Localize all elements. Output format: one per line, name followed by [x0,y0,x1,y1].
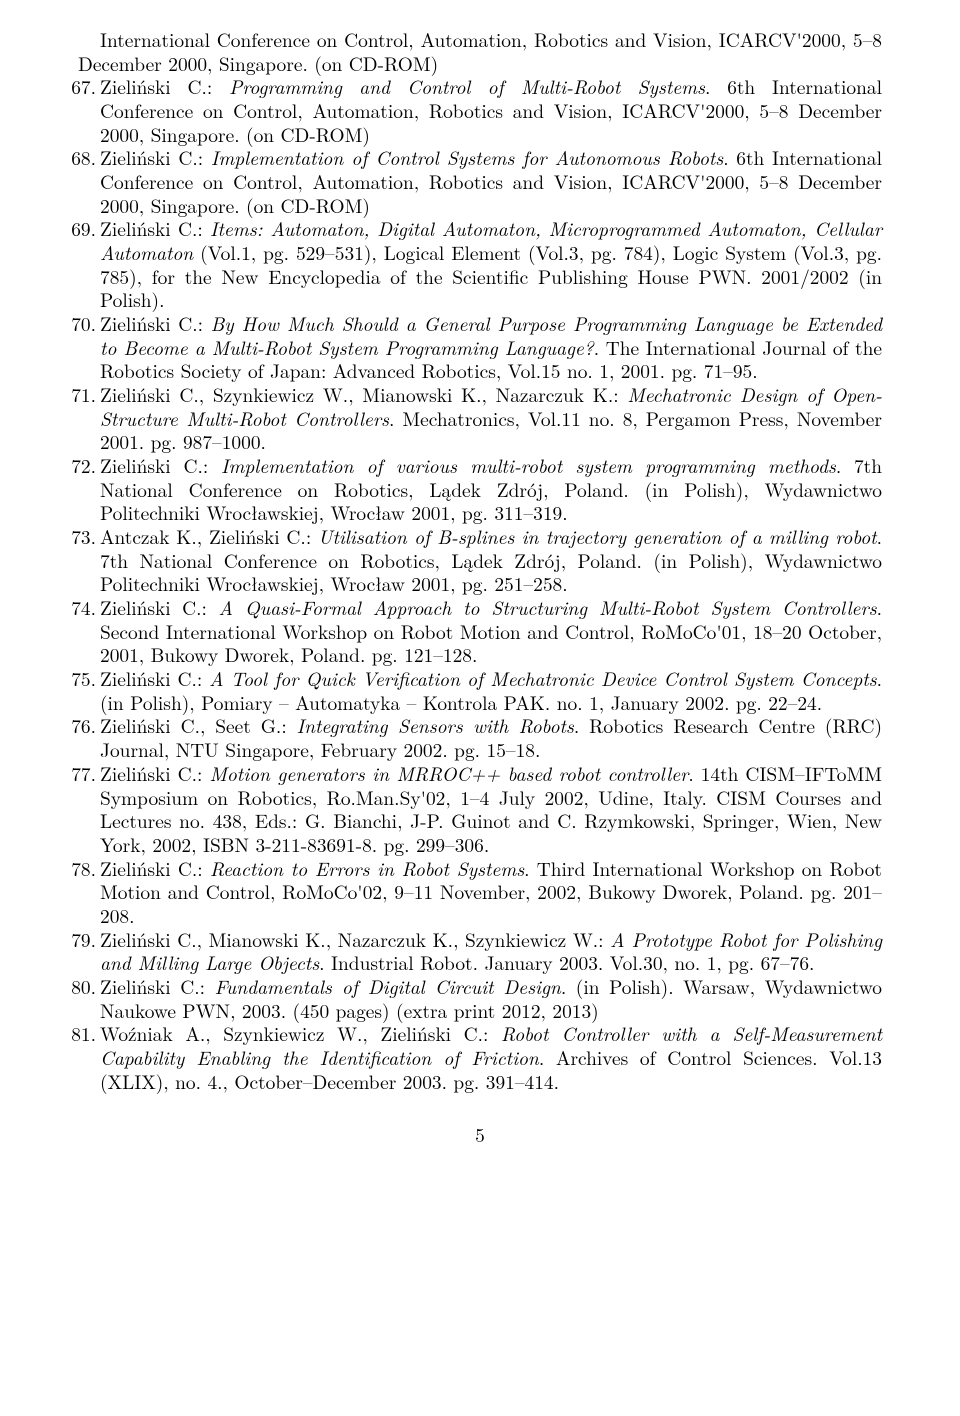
page-number: 5 [78,1123,882,1147]
reference-item: Woźniak A., Szynkiewicz W., Zieliński C.… [78,1022,882,1093]
reference-item: Zieliński C.: By How Much Should a Gener… [78,312,882,383]
reference-item: Antczak K., Zieliński C.: Utilisation of… [78,525,882,596]
reference-item: Zieliński C.: Items: Automaton, Digital … [78,217,882,312]
reference-item: Zieliński C.: Implementation of various … [78,454,882,525]
reference-item: Zieliński C.: Reaction to Errors in Robo… [78,857,882,928]
reference-item: Zieliński C., Seet G.: Integrating Senso… [78,714,882,761]
reference-item: Zieliński C.: Programming and Control of… [78,75,882,146]
reference-item: Zieliński C.: A Tool for Quick Verificat… [78,667,882,714]
reference-item: Zieliński C.: Fundamentals of Digital Ci… [78,975,882,1022]
reference-item: Zieliński C.: A Quasi-Formal Approach to… [78,596,882,667]
reference-item: Zieliński C.: Motion generators in MRROC… [78,762,882,857]
continuation-text: International Conference on Control, Aut… [78,28,882,75]
reference-item: Zieliński C., Szynkiewicz W., Mianowski … [78,383,882,454]
page: International Conference on Control, Aut… [0,0,960,1416]
reference-list: Zieliński C.: Programming and Control of… [78,75,882,1093]
reference-item: Zieliński C.: Implementation of Control … [78,146,882,217]
reference-item: Zieliński C., Mianowski K., Nazarczuk K.… [78,928,882,975]
ref-venue: (Vol.1, pg. 529–531), Logical Element (V… [100,238,882,313]
